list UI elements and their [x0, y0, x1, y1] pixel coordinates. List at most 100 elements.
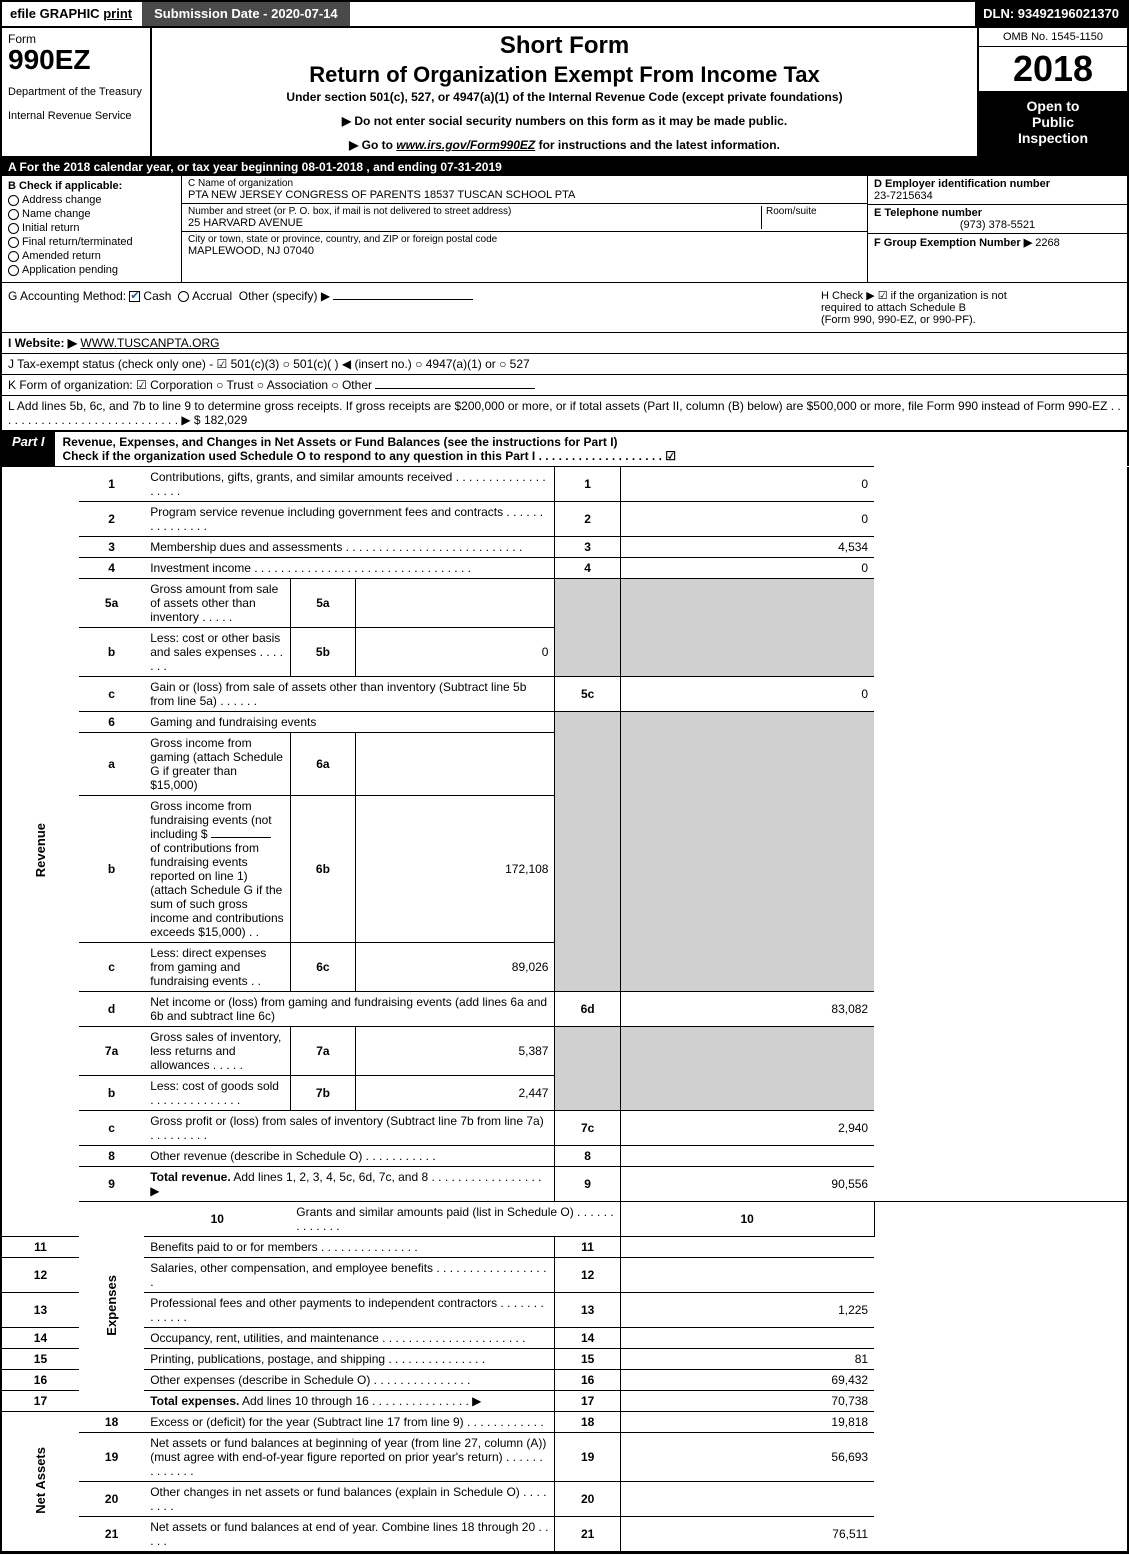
- line-20: 20Other changes in net assets or fund ba…: [1, 1482, 1128, 1517]
- gross-receipts-row: L Add lines 5b, 6c, and 7b to line 9 to …: [0, 396, 1129, 431]
- h-line2: required to attach Schedule B: [821, 302, 1121, 314]
- part-i-check: Check if the organization used Schedule …: [63, 449, 677, 463]
- header-right: OMB No. 1545-1150 2018 Open to Public In…: [977, 28, 1127, 156]
- room-label: Room/suite: [766, 206, 861, 217]
- ein-value: 23-7215634: [874, 190, 1121, 202]
- open-inspection: Open to Public Inspection: [979, 92, 1127, 156]
- street-label: Number and street (or P. O. box, if mail…: [188, 206, 761, 217]
- omb-number: OMB No. 1545-1150: [979, 28, 1127, 47]
- inspect-line1: Open to: [983, 98, 1123, 114]
- group-exempt-label: F Group Exemption Number ▶: [874, 237, 1032, 249]
- dept-treasury: Department of the Treasury: [8, 86, 144, 98]
- line-9-desc: Total revenue. Add lines 1, 2, 3, 4, 5c,…: [144, 1167, 555, 1202]
- line-7c: cGross profit or (loss) from sales of in…: [1, 1111, 1128, 1146]
- goto-pre: ▶ Go to: [349, 138, 396, 152]
- chk-amended-return[interactable]: Amended return: [8, 250, 175, 262]
- print-link[interactable]: print: [103, 6, 132, 21]
- period-begin: 08-01-2018: [302, 160, 363, 174]
- goto-post: for instructions and the latest informat…: [535, 138, 780, 152]
- col-c-org: C Name of organization PTA NEW JERSEY CO…: [182, 176, 867, 282]
- topbar-spacer: [352, 2, 975, 26]
- period-end: 07-31-2019: [440, 160, 501, 174]
- period-pre: A For the 2018 calendar year, or tax yea…: [8, 160, 302, 174]
- part-i-table: Revenue 1 Contributions, gifts, grants, …: [0, 466, 1129, 1553]
- ein-cell: D Employer identification number 23-7215…: [868, 176, 1127, 205]
- chk-initial-return[interactable]: Initial return: [8, 222, 175, 234]
- chk-cash[interactable]: [129, 291, 140, 302]
- other-specify-line[interactable]: [333, 299, 473, 300]
- shade-6: [555, 712, 620, 992]
- j-text: J Tax-exempt status (check only one) - ☑…: [8, 357, 530, 371]
- other-label: Other (specify) ▶: [239, 289, 330, 303]
- group-exempt-value: 2268: [1035, 237, 1059, 249]
- info-grid: B Check if applicable: Address change Na…: [0, 176, 1129, 283]
- revenue-vlabel: Revenue: [1, 467, 79, 1237]
- l-text: L Add lines 5b, 6c, and 7b to line 9 to …: [8, 399, 1121, 427]
- h-check: H Check ▶ ☑ if the organization is not r…: [821, 289, 1121, 326]
- street-row: Number and street (or P. O. box, if mail…: [182, 204, 867, 232]
- period-row: A For the 2018 calendar year, or tax yea…: [0, 158, 1129, 176]
- line-5a: 5aGross amount from sale of assets other…: [1, 579, 1128, 628]
- line-16: 16Other expenses (describe in Schedule O…: [1, 1370, 1128, 1391]
- h-line3: (Form 990, 990-EZ, or 990-PF).: [821, 314, 1121, 326]
- dln-label: DLN: 93492196021370: [975, 2, 1127, 26]
- line-6: 6Gaming and fundraising events: [1, 712, 1128, 733]
- line-21: 21Net assets or fund balances at end of …: [1, 1517, 1128, 1553]
- form-number: 990EZ: [8, 46, 144, 74]
- row-gh: G Accounting Method: Cash Accrual Other …: [0, 283, 1129, 333]
- shade-7: [555, 1027, 620, 1111]
- line-19: 19Net assets or fund balances at beginni…: [1, 1433, 1128, 1482]
- phone-cell: E Telephone number (973) 378-5521: [868, 205, 1127, 234]
- line-9: 9 Total revenue. Add lines 1, 2, 3, 4, 5…: [1, 1167, 1128, 1202]
- part-i-tab: Part I: [2, 431, 55, 452]
- shade-5: [555, 579, 620, 677]
- h-line1: H Check ▶ ☑ if the organization is not: [821, 289, 1121, 302]
- org-name-value: PTA NEW JERSEY CONGRESS OF PARENTS 18537…: [188, 189, 861, 201]
- line-15: 15Printing, publications, postage, and s…: [1, 1349, 1128, 1370]
- k-other-line[interactable]: [375, 388, 535, 389]
- chk-address-change[interactable]: Address change: [8, 194, 175, 206]
- chk-accrual[interactable]: [178, 291, 189, 302]
- line-18: Net Assets 18Excess or (deficit) for the…: [1, 1412, 1128, 1433]
- website-link[interactable]: WWW.TUSCANPTA.ORG: [80, 336, 219, 350]
- part-i-header: Part I Revenue, Expenses, and Changes in…: [0, 431, 1129, 466]
- org-name-row: C Name of organization PTA NEW JERSEY CO…: [182, 176, 867, 204]
- line-6b-blank[interactable]: [211, 837, 271, 838]
- chk-name-change[interactable]: Name change: [8, 208, 175, 220]
- phone-label: E Telephone number: [874, 207, 1121, 219]
- street-value: 25 HARVARD AVENUE: [188, 217, 761, 229]
- l-value: 182,029: [204, 413, 247, 427]
- line-13: 13Professional fees and other payments t…: [1, 1293, 1128, 1328]
- page-footer: For Paperwork Reduction Act Notice, see …: [0, 1553, 1129, 1556]
- inspect-line2: Public: [983, 114, 1123, 130]
- group-exempt-cell: F Group Exemption Number ▶ 2268: [868, 234, 1127, 251]
- chk-application-pending[interactable]: Application pending: [8, 264, 175, 276]
- room-suite: Room/suite: [761, 206, 861, 229]
- line-17: 17 Total expenses. Add lines 10 through …: [1, 1391, 1128, 1412]
- b-label: B Check if applicable:: [8, 180, 175, 192]
- tax-exempt-row: J Tax-exempt status (check only one) - ☑…: [0, 354, 1129, 375]
- website-label: I Website: ▶: [8, 336, 77, 350]
- line-12: 12Salaries, other compensation, and empl…: [1, 1258, 1128, 1293]
- goto-link[interactable]: www.irs.gov/Form990EZ: [396, 138, 535, 152]
- city-value: MAPLEWOOD, NJ 07040: [188, 245, 861, 257]
- line-1-num: 1: [555, 467, 620, 502]
- header-left: Form 990EZ Department of the Treasury In…: [2, 28, 152, 156]
- submission-date: Submission Date - 2020-07-14: [140, 2, 352, 26]
- irs-label: Internal Revenue Service: [8, 110, 144, 122]
- line-6d: dNet income or (loss) from gaming and fu…: [1, 992, 1128, 1027]
- line-1: Revenue 1 Contributions, gifts, grants, …: [1, 467, 1128, 502]
- k-text: K Form of organization: ☑ Corporation ○ …: [8, 378, 372, 392]
- city-row: City or town, state or province, country…: [182, 232, 867, 259]
- line-6b-desc: Gross income from fundraising events (no…: [144, 796, 290, 943]
- line-1-desc: Contributions, gifts, grants, and simila…: [144, 467, 555, 502]
- netassets-vlabel: Net Assets: [1, 1412, 79, 1553]
- chk-final-return[interactable]: Final return/terminated: [8, 236, 175, 248]
- inspect-line3: Inspection: [983, 130, 1123, 146]
- line-4: 4Investment income . . . . . . . . . . .…: [1, 558, 1128, 579]
- accrual-label: Accrual: [192, 289, 232, 303]
- org-name-label: C Name of organization: [188, 178, 861, 189]
- short-form-title: Short Form: [160, 32, 969, 60]
- expenses-vlabel: Expenses: [79, 1202, 144, 1412]
- line-10: Expenses 10Grants and similar amounts pa…: [1, 1202, 1128, 1237]
